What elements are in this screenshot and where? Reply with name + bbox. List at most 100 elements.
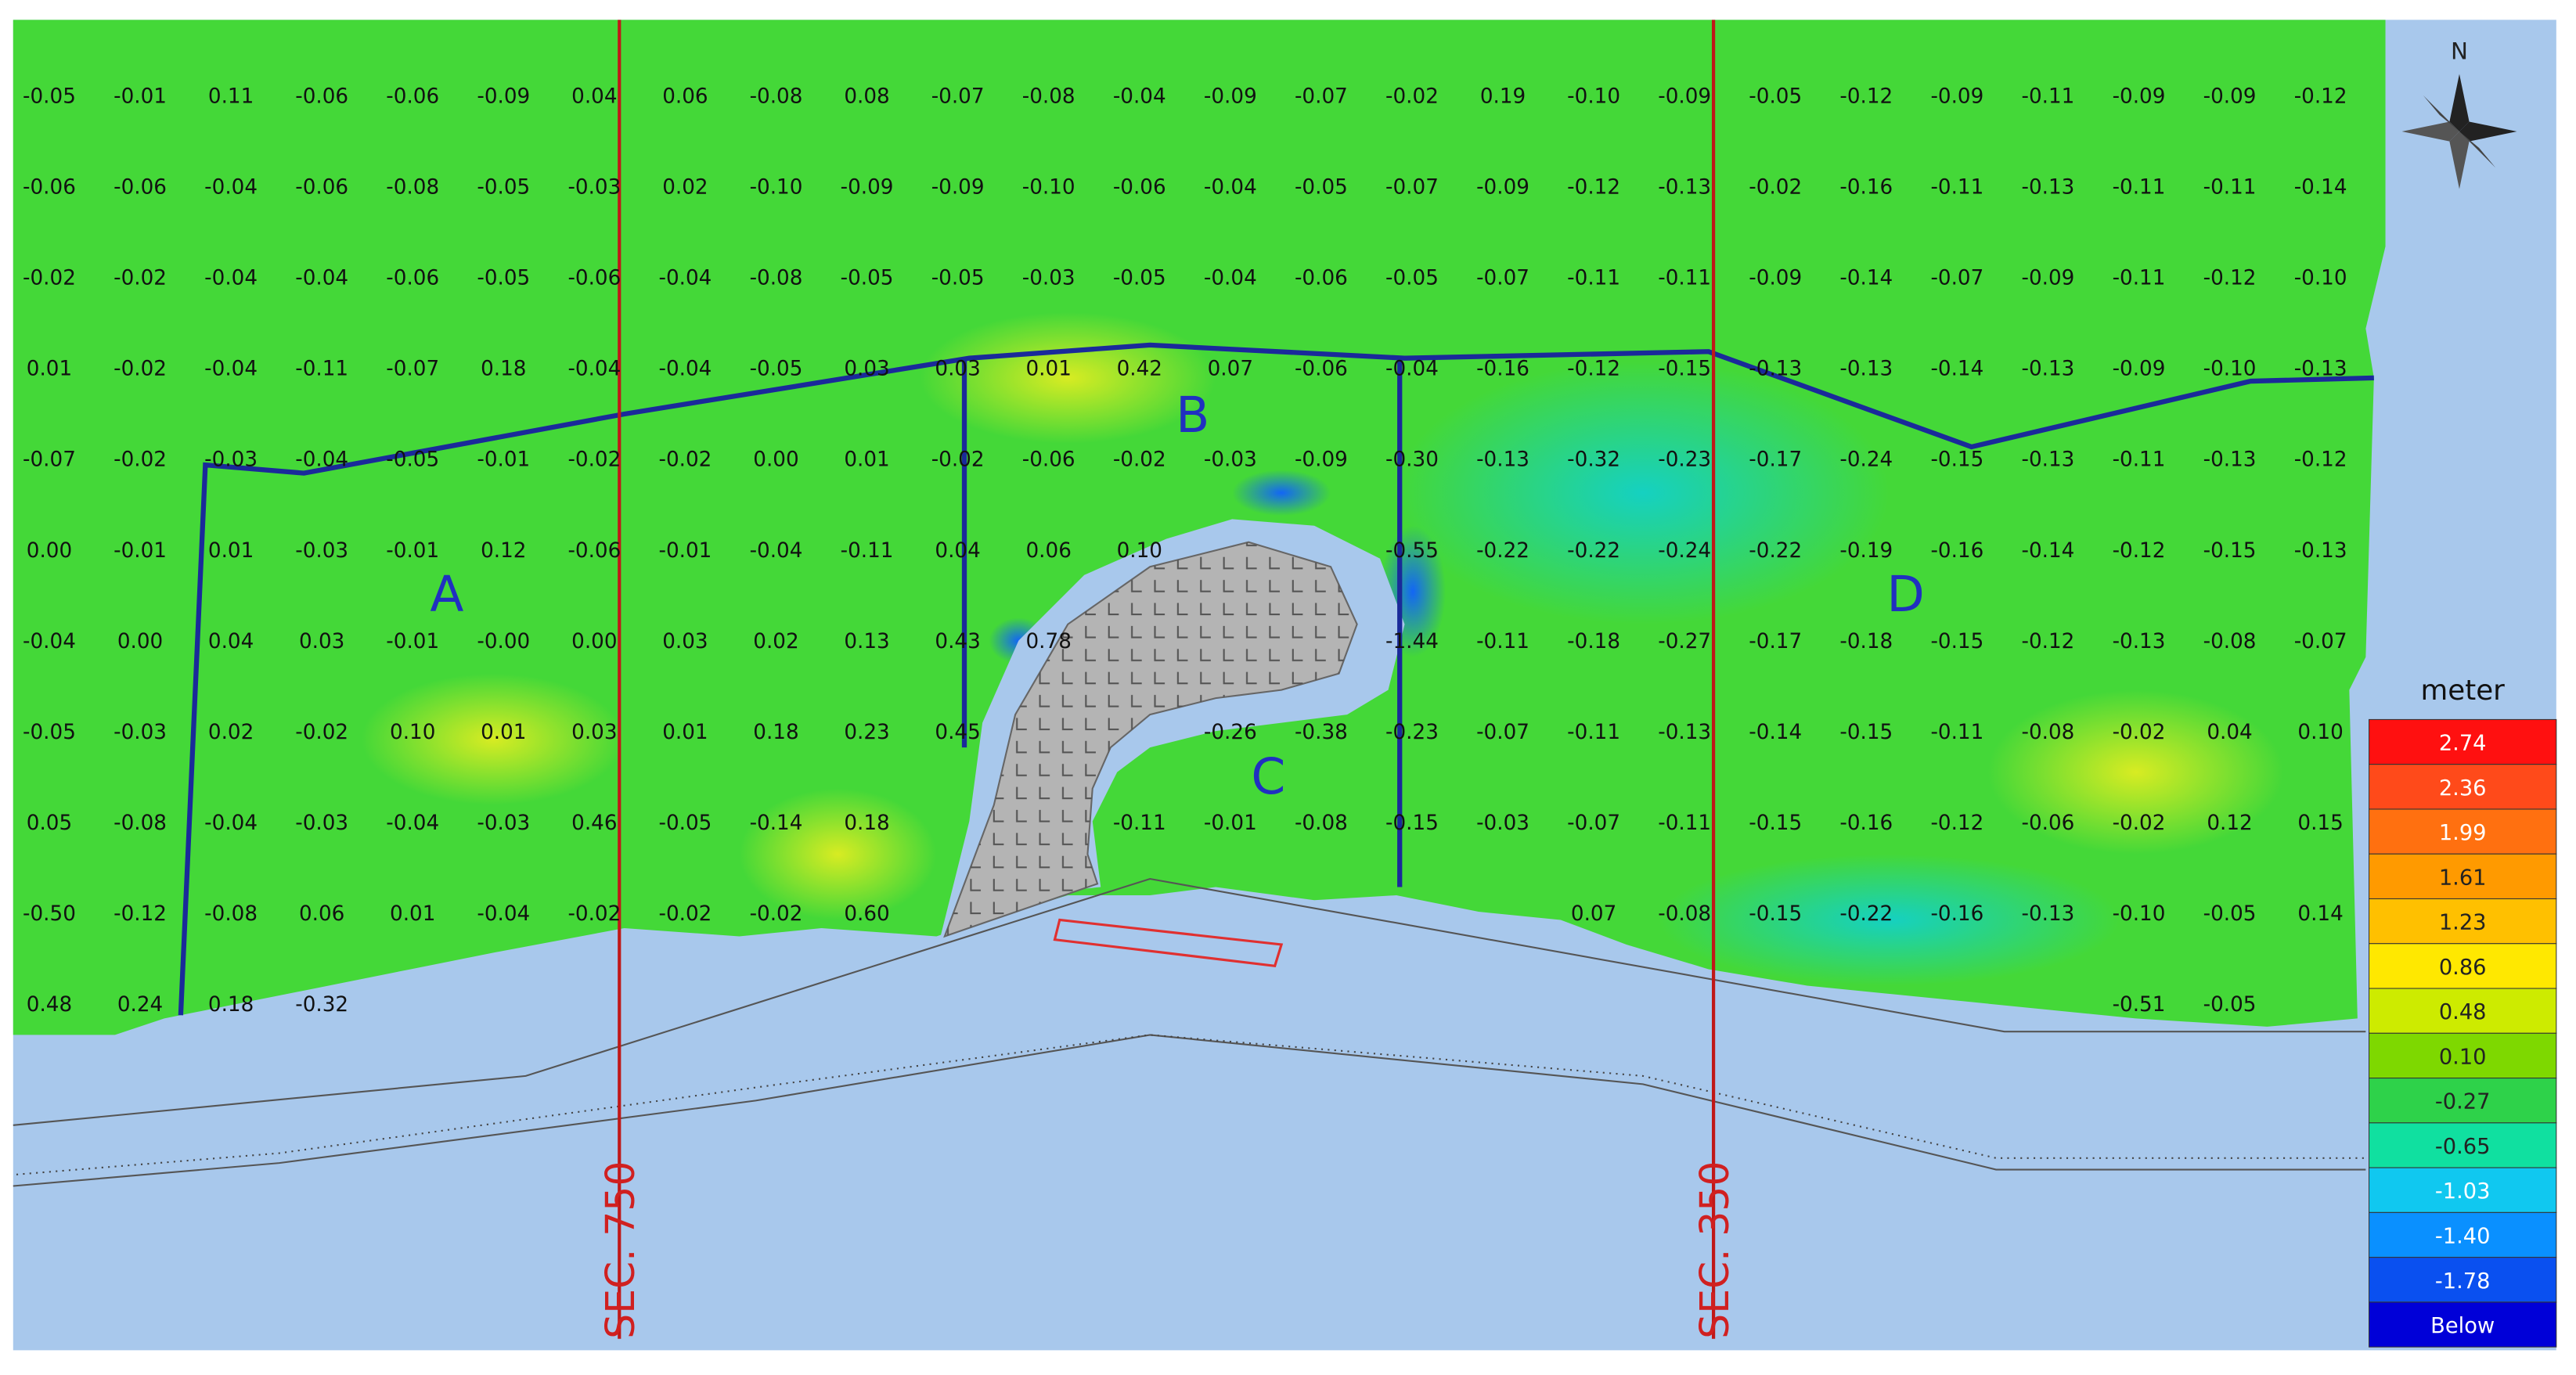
grid-value: -0.04 [386, 812, 439, 835]
grid-value: -0.05 [2203, 993, 2257, 1017]
grid-value: -0.10 [2203, 358, 2257, 381]
legend-label: -1.40 [2435, 1225, 2491, 1249]
grid-value: 0.05 [27, 812, 72, 835]
grid-value: -0.13 [1476, 448, 1529, 472]
shoreline [13, 877, 2366, 1126]
grid-value: -0.06 [386, 85, 439, 108]
grid-value: -0.14 [1839, 267, 1893, 290]
grid-value: 0.01 [27, 358, 72, 381]
grid-value: -0.50 [23, 902, 76, 926]
vegetation [16, 1034, 2366, 1175]
grid-value: -0.11 [1476, 630, 1529, 653]
grid-value: -0.05 [477, 267, 530, 290]
legend-label: 0.48 [2439, 1000, 2487, 1024]
grid-value: -0.06 [295, 85, 348, 108]
grid-value: -0.09 [841, 176, 894, 200]
grid-value: -0.05 [1749, 85, 1802, 108]
grid-value: -0.14 [1749, 721, 1802, 744]
grid-value: -0.08 [113, 812, 167, 835]
grid-value: 0.18 [481, 358, 526, 381]
grid-value: 0.07 [1208, 358, 1253, 381]
grid-value: -0.08 [386, 176, 439, 200]
grid-value: 0.03 [844, 358, 889, 381]
grid-value: -0.13 [2203, 448, 2257, 472]
grid-value: 0.03 [571, 721, 617, 744]
grid-value: -0.02 [1385, 85, 1439, 108]
grid-value: -0.12 [1930, 812, 1983, 835]
grid-value: -0.01 [113, 539, 167, 563]
grid-value: -0.07 [931, 85, 985, 108]
legend-title: meter [2421, 675, 2506, 707]
grid-value: -0.12 [1567, 358, 1620, 381]
grid-value: -0.16 [1476, 358, 1529, 381]
grid-value: -0.11 [1658, 267, 1711, 290]
grid-value: -0.02 [567, 902, 621, 926]
grid-value: -0.02 [113, 267, 167, 290]
grid-value: -0.26 [1204, 721, 1257, 744]
grid-values: -0.05 -0.01 0.11 -0.06 -0.06 -0.09 0.04 0.06 -0.… [23, 85, 2347, 1017]
grid-value: -0.11 [2203, 176, 2257, 200]
grid-value: -0.02 [295, 721, 348, 744]
grid-value: 0.48 [27, 993, 72, 1017]
legend-swatch [2369, 1301, 2557, 1348]
legend-swatch [2369, 1032, 2557, 1079]
grid-value: -0.15 [1749, 812, 1802, 835]
grid-value: -0.13 [2022, 902, 2075, 926]
grid-value: 0.06 [1026, 539, 1072, 563]
grid-value: -0.15 [1385, 812, 1439, 835]
grid-value: -0.11 [1567, 721, 1620, 744]
section-label: SEC. 750 [597, 1161, 643, 1339]
grid-value: -0.22 [1476, 539, 1529, 563]
grid-value: -0.12 [2203, 267, 2257, 290]
grid-value: -0.09 [1204, 85, 1257, 108]
grid-value: -0.55 [1385, 539, 1439, 563]
grid-value: -0.13 [1839, 358, 1893, 381]
grid-value: -0.05 [386, 448, 439, 472]
grid-value: -0.04 [1204, 176, 1257, 200]
grid-value: -0.02 [2113, 812, 2166, 835]
grid-value: -0.06 [567, 267, 621, 290]
grid-value: -0.10 [750, 176, 803, 200]
grid-value: 0.04 [571, 85, 617, 108]
grid-value: -0.27 [1658, 630, 1711, 653]
grid-value: -0.08 [750, 85, 803, 108]
grid-value: -0.04 [477, 902, 530, 926]
grid-value: -0.19 [1839, 539, 1893, 563]
grid-value: -0.09 [2113, 85, 2166, 108]
grid-value: -0.17 [1749, 630, 1802, 653]
grid-value: 0.00 [753, 448, 798, 472]
grid-value: -0.13 [2022, 448, 2075, 472]
grid-value: -0.15 [1930, 448, 1983, 472]
grid-value: -0.07 [1476, 721, 1529, 744]
grid-value: -0.12 [2113, 539, 2166, 563]
grid-value: -0.23 [1658, 448, 1711, 472]
grid-value: -0.11 [2113, 448, 2166, 472]
grid-value: -0.08 [750, 267, 803, 290]
grid-value: 0.13 [844, 630, 889, 653]
grid-value: -0.15 [2203, 539, 2257, 563]
grid-value: 0.08 [844, 85, 889, 108]
grid-value: -0.01 [477, 448, 530, 472]
grid-value: -0.06 [567, 539, 621, 563]
grid-value: -0.11 [1930, 721, 1983, 744]
grid-value: -0.18 [1567, 630, 1620, 653]
grid-value: -0.16 [1839, 812, 1893, 835]
grid-value: 0.06 [662, 85, 708, 108]
grid-value: 0.45 [935, 721, 980, 744]
grid-value: -0.22 [1839, 902, 1893, 926]
legend-swatch [2369, 1257, 2557, 1303]
grid-value: 0.10 [1117, 539, 1162, 563]
grid-value: -0.14 [2022, 539, 2075, 563]
land-field [13, 20, 2386, 1035]
grid-value: 0.01 [481, 721, 526, 744]
grid-value: -0.11 [2022, 85, 2075, 108]
grid-value: 0.02 [208, 721, 254, 744]
grid-value: 0.11 [208, 85, 254, 108]
grid-value: -0.03 [1476, 812, 1529, 835]
grid-value: 0.07 [1571, 902, 1616, 926]
grid-value: -0.08 [2203, 630, 2257, 653]
grid-value: 0.60 [844, 902, 889, 926]
grid-value: -0.10 [1022, 176, 1075, 200]
grid-value: -0.04 [1113, 85, 1166, 108]
grid-value: -0.09 [2203, 85, 2257, 108]
